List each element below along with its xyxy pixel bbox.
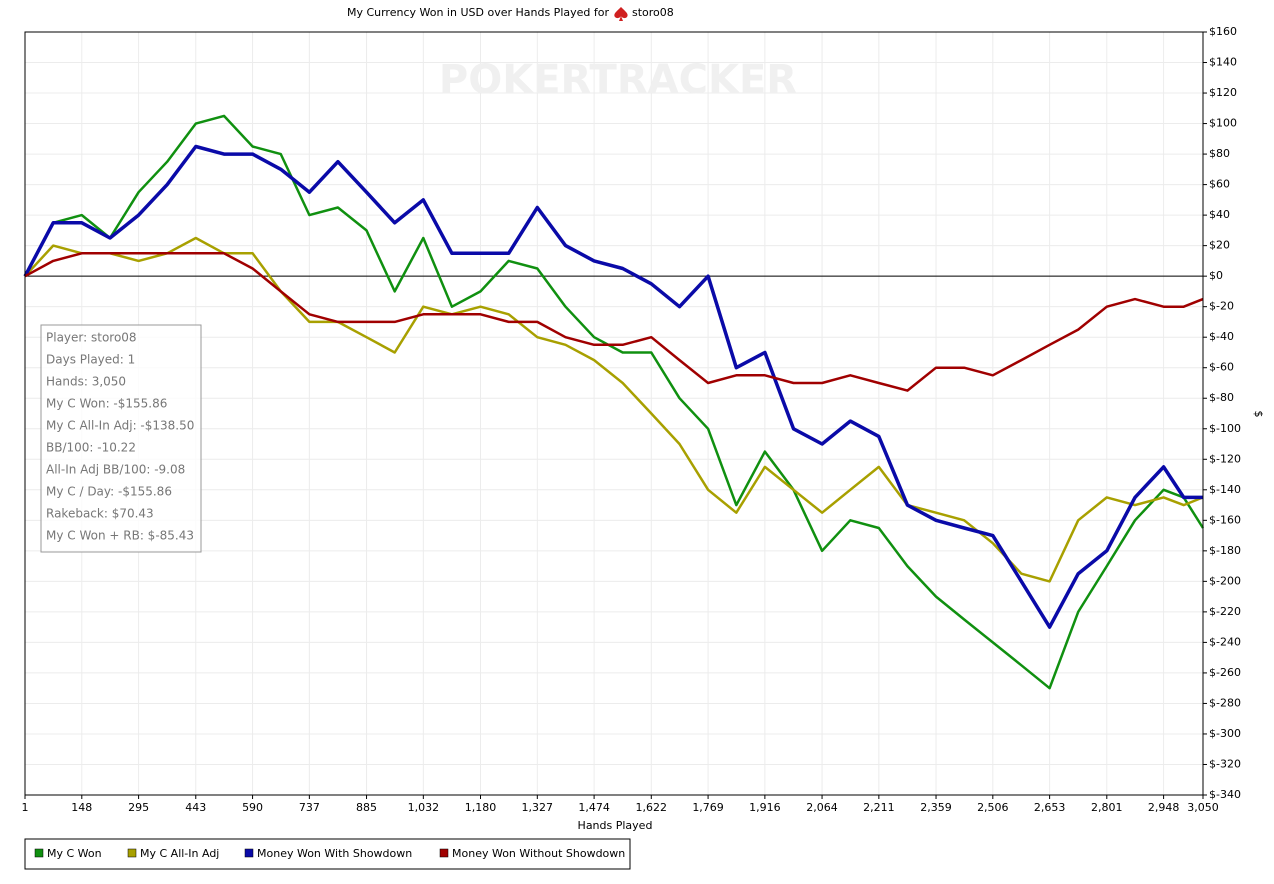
x-tick-label: 737 [299, 801, 320, 814]
stat-line: Rakeback: $70.43 [46, 507, 154, 521]
x-tick-label: 2,359 [920, 801, 952, 814]
x-tick-label: 2,506 [977, 801, 1009, 814]
stat-line: My C All-In Adj: -$138.50 [46, 419, 194, 433]
x-tick-label: 1,032 [408, 801, 440, 814]
player-name: storo08 [632, 6, 674, 19]
x-tick-label: 885 [356, 801, 377, 814]
x-tick-label: 1,327 [522, 801, 554, 814]
y-tick-label: $60 [1209, 178, 1230, 191]
legend-box [24, 838, 631, 870]
series-line [23, 114, 1205, 690]
series-line [23, 144, 1203, 629]
legend: My C Won My C All-In Adj Money Won With Sh… [34, 847, 625, 860]
legend-label: Money Won Without Showdown [452, 847, 625, 860]
x-axis-label: Hands Played [578, 819, 653, 832]
grid [24, 31, 1204, 796]
x-tick-label: 2,801 [1091, 801, 1123, 814]
y-axis-label: $ [1252, 411, 1265, 418]
y-tick-label: $-80 [1209, 391, 1234, 404]
plot-frame [24, 31, 1204, 796]
y-tick-label: $-280 [1209, 696, 1241, 709]
y-tick-label: $-140 [1209, 483, 1241, 496]
y-tick-label: $140 [1209, 56, 1237, 69]
y-tick-label: $-180 [1209, 544, 1241, 557]
stat-line: Hands: 3,050 [46, 375, 126, 389]
lines [23, 114, 1205, 690]
y-tick-label: $20 [1209, 239, 1230, 252]
x-tick-label: 1,769 [692, 801, 724, 814]
x-tick-label: 2,064 [806, 801, 838, 814]
y-tick-label: $-60 [1209, 361, 1234, 374]
legend-swatch [439, 848, 449, 858]
y-tick-label: $-300 [1209, 727, 1241, 740]
y-tick-label: $-240 [1209, 635, 1241, 648]
stat-line: My C Won + RB: $-85.43 [46, 529, 194, 543]
legend-label: My C All-In Adj [140, 847, 219, 860]
y-tick-label: $-160 [1209, 513, 1241, 526]
legend-swatch [34, 848, 44, 858]
y-tick-label: $120 [1209, 86, 1237, 99]
y-tick-label: $-20 [1209, 300, 1234, 313]
x-tick-label: 1,180 [465, 801, 497, 814]
stat-line: My C Won: -$155.86 [46, 397, 167, 411]
y-tick-label: $-120 [1209, 452, 1241, 465]
spade-icon [614, 7, 628, 21]
y-tick-label: $100 [1209, 117, 1237, 130]
watermark: POKERTRACKER [439, 57, 797, 103]
x-tick-label: 2,211 [863, 801, 895, 814]
series-line [24, 252, 1204, 392]
x-tick-label: 443 [185, 801, 206, 814]
x-tick-label: 1,916 [749, 801, 781, 814]
legend-label: Money Won With Showdown [257, 847, 412, 860]
stats-box [40, 324, 202, 553]
x-tick-label: 3,050 [1187, 801, 1219, 814]
x-tick-label: 2,653 [1034, 801, 1066, 814]
y-tick-label: $-40 [1209, 330, 1234, 343]
x-tick-label: 1,622 [636, 801, 668, 814]
x-tick-label: 2,948 [1148, 801, 1180, 814]
chart-title: My Currency Won in USD over Hands Played… [347, 6, 610, 19]
stat-line: All-In Adj BB/100: -9.08 [46, 463, 185, 477]
y-tick-label: $-340 [1209, 788, 1241, 801]
legend-swatch [244, 848, 254, 858]
legend-swatch [127, 848, 137, 858]
x-tick-label: 295 [128, 801, 149, 814]
x-tick-label: 148 [71, 801, 92, 814]
x-tick-label: 590 [242, 801, 263, 814]
stats: Player: storo08 Days Played: 1 Hands: 3,05… [46, 331, 194, 543]
y-tick-label: $40 [1209, 208, 1230, 221]
stat-line: Days Played: 1 [46, 353, 135, 367]
y-tick-label: $-100 [1209, 422, 1241, 435]
stat-line: Player: storo08 [46, 331, 137, 345]
x-tick-label: 1 [22, 801, 29, 814]
x-tick-label: 1,474 [578, 801, 610, 814]
y-tick-label: $160 [1209, 25, 1237, 38]
y-tick-label: $-220 [1209, 605, 1241, 618]
stat-line: BB/100: -10.22 [46, 441, 136, 455]
stat-line: My C / Day: -$155.86 [46, 485, 172, 499]
legend-label: My C Won [47, 847, 102, 860]
series-line [24, 236, 1204, 583]
y-tick-label: $-260 [1209, 666, 1241, 679]
y-tick-label: $-320 [1209, 757, 1241, 770]
y-tick-label: $-200 [1209, 574, 1241, 587]
y-tick-label: $0 [1209, 269, 1223, 282]
y-tick-label: $80 [1209, 147, 1230, 160]
